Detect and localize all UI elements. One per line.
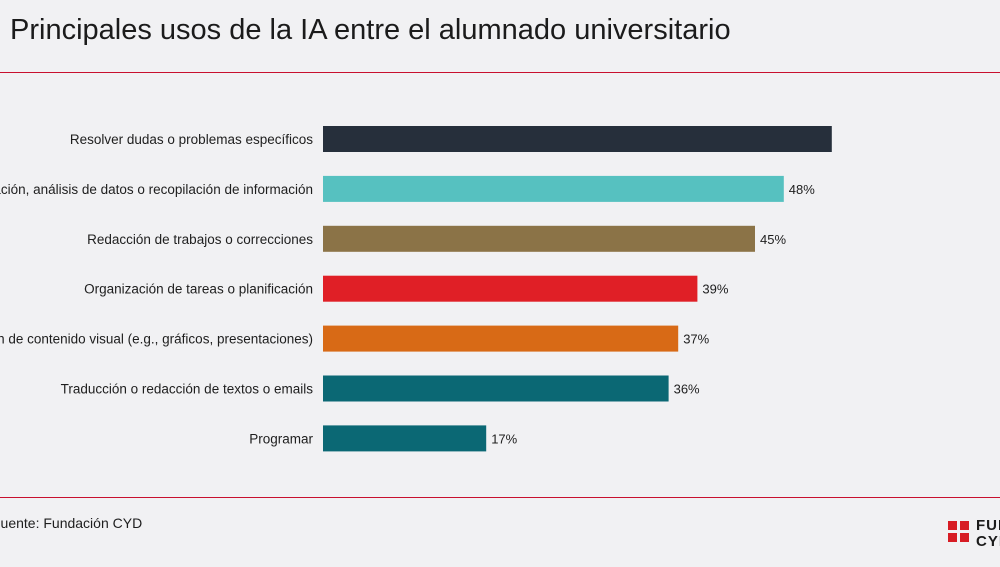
bar [323, 425, 487, 452]
fundacion-cyd-logo: FUNDACIÓN CYD [948, 518, 1000, 558]
value-label: 39% [702, 282, 728, 297]
bar [323, 275, 698, 302]
category-label: Organización de tareas o planificación [84, 282, 313, 297]
category-label: Redacción de trabajos o correcciones [87, 232, 313, 247]
value-label: 48% [789, 182, 815, 197]
bar [323, 225, 755, 252]
logo-mark-icon [948, 521, 970, 543]
category-label: Resolver dudas o problemas específicos [70, 132, 313, 147]
category-label: Investigación, análisis de datos o recop… [0, 182, 313, 197]
value-label: 45% [760, 232, 786, 247]
value-label: 36% [674, 382, 700, 397]
category-label: Programar [249, 431, 313, 446]
bar [323, 325, 679, 352]
bottom-divider [0, 497, 1000, 498]
top-divider [0, 72, 1000, 73]
value-label: 37% [683, 332, 709, 347]
bar [323, 375, 669, 402]
logo-wordmark: FUNDACIÓN CYD [976, 518, 1000, 550]
value-label: 17% [491, 431, 517, 446]
chart-title: Principales usos de la IA entre el alumn… [10, 14, 731, 46]
category-label: Traducción o redacción de textos o email… [61, 382, 314, 397]
logo-line-2: CYD [976, 533, 1000, 550]
category-label: Creación de contenido visual (e.g., gráf… [0, 332, 313, 347]
bar [323, 126, 832, 152]
source-note: Fuente: Fundación CYD [0, 515, 143, 531]
logo-line-1: FUNDACIÓN [976, 518, 1000, 534]
bar [323, 175, 784, 202]
